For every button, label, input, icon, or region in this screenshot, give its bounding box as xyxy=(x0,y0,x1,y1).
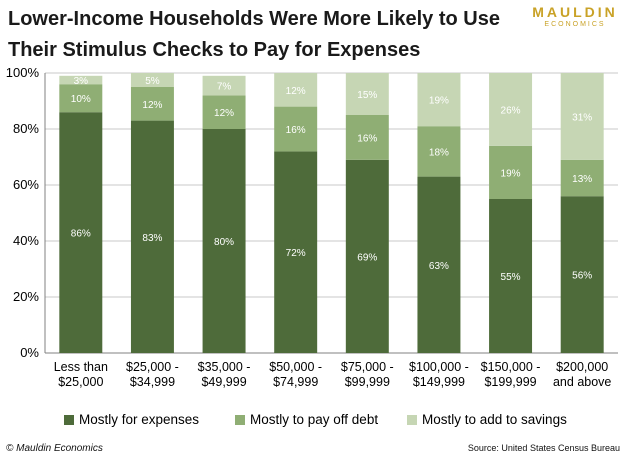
legend-label: Mostly to add to savings xyxy=(422,412,567,427)
bar-segment xyxy=(560,73,604,160)
bar-segment xyxy=(59,75,103,85)
bar-segment xyxy=(274,106,318,152)
data-label: 12% xyxy=(286,86,306,97)
x-tick-label: $34,999 xyxy=(130,375,175,389)
data-label: 5% xyxy=(145,76,160,87)
legend-label: Mostly to pay off debt xyxy=(250,412,378,427)
chart-title: Lower-Income Households Were More Likely… xyxy=(8,8,500,61)
bar-segment xyxy=(202,75,246,96)
data-label: 19% xyxy=(501,168,521,179)
x-tick-label: and above xyxy=(553,375,611,389)
data-label: 15% xyxy=(357,90,377,101)
x-tick-label: $199,999 xyxy=(484,375,536,389)
x-tick-label: $99,999 xyxy=(345,375,390,389)
data-label: 18% xyxy=(429,147,449,158)
bar-segment xyxy=(59,84,103,113)
x-tick-label: $75,000 - xyxy=(341,360,394,374)
x-tick-label: $50,000 - xyxy=(269,360,322,374)
y-tick-label: 60% xyxy=(13,177,39,192)
bar-segment xyxy=(130,87,174,121)
data-label: 69% xyxy=(357,252,377,263)
x-tick-label: $74,999 xyxy=(273,375,318,389)
bar-segment xyxy=(417,126,461,177)
data-label: 63% xyxy=(429,261,449,272)
data-label: 12% xyxy=(142,100,162,111)
bar-segment xyxy=(202,95,246,129)
legend-swatch xyxy=(407,415,417,425)
x-tick-label: $25,000 - xyxy=(126,360,179,374)
source-note: Source: United States Census Bureau xyxy=(467,443,620,453)
bar-segment xyxy=(489,145,533,199)
bar-segment xyxy=(560,159,604,197)
bar-segment xyxy=(489,199,533,353)
bar-segment xyxy=(489,73,533,146)
y-tick-label: 20% xyxy=(13,289,39,304)
bar-segment xyxy=(274,151,318,353)
data-label: 7% xyxy=(217,82,232,93)
x-tick-label: $100,000 - xyxy=(409,360,469,374)
bar-segment xyxy=(274,73,318,107)
mauldin-logo: MAULDIN ECONOMICS xyxy=(525,4,625,29)
logo-subtitle: ECONOMICS xyxy=(544,21,606,28)
bar-segment xyxy=(202,129,246,353)
legend-swatch xyxy=(235,415,245,425)
data-label: 80% xyxy=(214,237,234,248)
x-tick-label: $25,000 xyxy=(58,375,103,389)
y-tick-label: 40% xyxy=(13,233,39,248)
data-label: 13% xyxy=(572,174,592,185)
legend-swatch xyxy=(64,415,74,425)
bar-segment xyxy=(345,159,389,353)
bar-segment xyxy=(345,115,389,160)
data-label: 3% xyxy=(74,76,89,87)
bar-segment xyxy=(345,73,389,115)
bar-segment xyxy=(130,73,174,87)
bar-segment xyxy=(560,196,604,353)
bar-segment xyxy=(130,120,174,353)
logo-wordmark: MAULDIN xyxy=(532,4,618,20)
legend-label: Mostly for expenses xyxy=(79,412,199,427)
data-label: 56% xyxy=(572,271,592,282)
x-tick-label: $35,000 - xyxy=(198,360,251,374)
bar-segment xyxy=(417,176,461,353)
data-label: 31% xyxy=(572,112,592,123)
data-label: 26% xyxy=(501,105,521,116)
data-label: 16% xyxy=(357,133,377,144)
x-tick-label: Less than xyxy=(54,360,108,374)
data-label: 72% xyxy=(286,248,306,259)
x-tick-label: $149,999 xyxy=(413,375,465,389)
data-label: 86% xyxy=(71,229,91,240)
data-label: 10% xyxy=(71,94,91,105)
bar-segment xyxy=(417,73,461,127)
x-tick-label: $49,999 xyxy=(201,375,246,389)
data-label: 16% xyxy=(286,125,306,136)
copyright-note: © Mauldin Economics xyxy=(6,443,103,454)
data-label: 55% xyxy=(501,272,521,283)
data-label: 19% xyxy=(429,96,449,107)
data-label: 83% xyxy=(142,233,162,244)
x-tick-label: $150,000 - xyxy=(481,360,541,374)
data-label: 12% xyxy=(214,108,234,119)
y-tick-label: 80% xyxy=(13,121,39,136)
y-tick-label: 100% xyxy=(6,65,40,80)
y-tick-label: 0% xyxy=(20,345,39,360)
bar-segment xyxy=(59,112,103,353)
x-tick-label: $200,000 xyxy=(556,360,608,374)
